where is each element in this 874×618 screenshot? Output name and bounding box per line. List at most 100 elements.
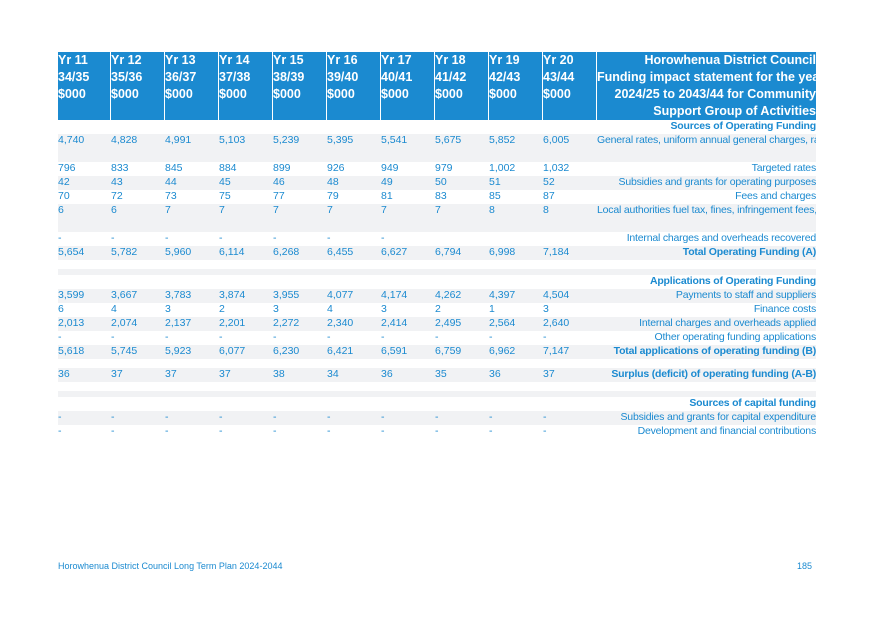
value-cell: - — [165, 411, 219, 425]
value-cell: - — [111, 232, 115, 244]
year-column-header: Yr 18 41/42 $000 — [435, 52, 489, 120]
spacer-row — [58, 359, 816, 368]
value-cell: 3 — [165, 303, 171, 315]
value-cell: 2,340 — [327, 317, 381, 331]
value-cell: 50 — [435, 176, 489, 190]
value-cell: - — [435, 425, 439, 437]
value-cell: 5,103 — [219, 134, 273, 162]
value-cell: 5,654 — [58, 246, 111, 260]
value-cell: 7 — [327, 204, 381, 232]
value-cell — [273, 260, 327, 269]
value-cell — [165, 120, 219, 134]
value-cell — [381, 275, 435, 289]
value-cell: 37 — [219, 368, 273, 382]
value-cell: - — [381, 232, 385, 244]
value-cell: 7 — [165, 204, 219, 232]
value-cell: 2,013 — [58, 317, 111, 331]
value-cell: 4,174 — [381, 289, 435, 303]
value-cell — [273, 382, 327, 391]
table-row: - - - - - - - - - - Other operating funding applic… — [58, 331, 816, 345]
section-heading-row: Sources of Operating Funding — [58, 120, 817, 134]
value-cell: 4,077 — [327, 289, 381, 303]
value-cell: 87 — [543, 190, 555, 202]
value-cell: 37 — [165, 368, 219, 382]
year-header-span: 36/37 — [165, 70, 197, 84]
value-cell: - — [435, 411, 489, 425]
value-cell: 2,272 — [273, 317, 327, 331]
value-cell: 77 — [273, 190, 285, 202]
year-header-span: 35/36 — [111, 70, 143, 84]
row-label: Total applications of operating funding … — [597, 345, 816, 359]
value-cell: 5,960 — [165, 246, 219, 260]
year-column-header: Yr 17 40/41 $000 — [381, 52, 435, 120]
value-cell — [381, 359, 435, 368]
year-header-yr: Yr 20 — [543, 53, 574, 67]
value-cell: 6,455 — [327, 246, 381, 260]
year-header-unit: $000 — [435, 87, 463, 101]
value-cell: 2,414 — [381, 317, 435, 331]
year-column-header: Yr 11 34/35 $000 — [58, 52, 111, 120]
year-header-unit: $000 — [273, 87, 301, 101]
row-label: Fees and charges — [735, 190, 816, 202]
section-heading-row: Sources of capital funding — [58, 397, 816, 411]
value-cell — [58, 120, 111, 134]
value-cell: 4,828 — [111, 134, 165, 162]
year-header-unit: $000 — [543, 87, 571, 101]
value-cell: 36 — [489, 368, 543, 382]
value-cell: 3,599 — [58, 289, 111, 303]
value-cell: - — [58, 331, 62, 343]
value-cell — [489, 359, 543, 368]
table-body: Sources of Operating Funding 4,740 4,828 4,… — [58, 120, 816, 439]
value-cell — [489, 120, 543, 134]
value-cell: 5,745 — [111, 345, 165, 359]
value-cell — [219, 391, 273, 397]
value-cell: 4,504 — [543, 289, 597, 303]
value-cell — [327, 359, 381, 368]
value-cell — [58, 275, 111, 289]
value-cell: - — [327, 411, 381, 425]
year-column-header: Yr 12 35/36 $000 — [111, 52, 165, 120]
value-cell — [489, 260, 543, 269]
value-cell: 79 — [327, 190, 339, 202]
value-cell: 75 — [219, 190, 231, 202]
table-row: - - - - - - - - - - Subsidies and grants for capit… — [58, 411, 816, 425]
value-cell: 46 — [273, 176, 327, 190]
value-cell: 73 — [165, 190, 177, 202]
year-header-yr: Yr 19 — [489, 53, 520, 67]
value-cell: 6,268 — [273, 246, 327, 260]
value-cell: 38 — [273, 368, 327, 382]
value-cell: - — [58, 411, 111, 425]
value-cell — [165, 382, 219, 391]
value-cell: 6,005 — [543, 134, 597, 162]
statement-title-line: Funding impact statement for the years — [597, 70, 816, 84]
value-cell: 7 — [273, 204, 327, 232]
year-header-yr: Yr 18 — [435, 53, 466, 67]
table-row: 6 4 3 2 3 4 3 2 1 3 Finance costs — [58, 303, 816, 317]
footer-page-number: 185 — [796, 561, 812, 571]
row-label: Sources of Operating Funding — [670, 120, 817, 132]
value-cell: 4,262 — [435, 289, 489, 303]
value-cell — [111, 120, 165, 134]
value-cell: 3,955 — [273, 289, 327, 303]
value-cell: 4 — [327, 303, 333, 315]
value-cell: - — [327, 232, 331, 244]
value-cell — [435, 359, 489, 368]
value-cell: 4,397 — [489, 289, 543, 303]
row-label: Subsidies and grants for operating purpo… — [597, 176, 816, 190]
table-row: 4,740 4,828 4,991 5,103 5,239 5,395 5,541 5,675… — [58, 134, 816, 162]
value-cell — [111, 269, 165, 275]
row-label: Local authorities fuel tax, fines, infri… — [597, 204, 816, 232]
value-cell — [327, 120, 381, 134]
value-cell: 2,201 — [219, 317, 273, 331]
value-cell: 2,640 — [543, 317, 597, 331]
value-cell — [219, 397, 273, 411]
value-cell — [219, 269, 273, 275]
value-cell: 83 — [435, 190, 447, 202]
value-cell: - — [165, 331, 169, 343]
value-cell: 4,740 — [58, 134, 111, 162]
value-cell: - — [58, 425, 62, 437]
statement-title: Horowhenua District Council Funding impac… — [597, 52, 816, 120]
value-cell — [327, 269, 381, 275]
value-cell — [543, 391, 597, 397]
value-cell: 3,874 — [219, 289, 273, 303]
